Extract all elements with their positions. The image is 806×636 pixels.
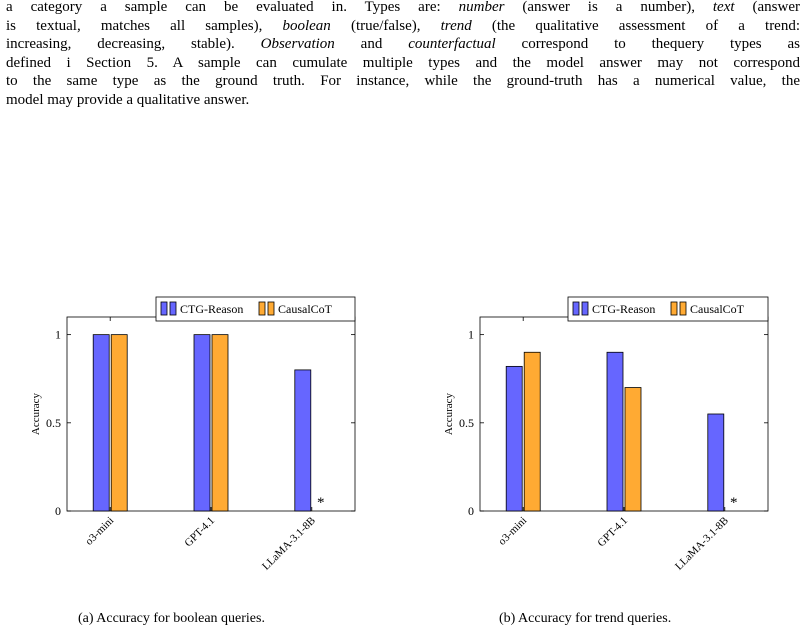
- paragraph-line: to the same type as the ground truth. Fo…: [6, 72, 800, 91]
- text-run: (the qualitative assessment of a trend:: [471, 17, 801, 34]
- paragraph-line: model may provide a qualitative answer.: [6, 91, 800, 110]
- paragraph-line: a category a sample can be evaluated in.…: [6, 0, 800, 17]
- body-paragraph: a category a sample can be evaluated in.…: [6, 0, 800, 110]
- legend: CTG-Reason CausalCoT: [155, 296, 356, 322]
- text-run: a category a sample can be evaluated in.…: [6, 0, 459, 15]
- italic-term: Observation: [260, 36, 335, 53]
- bar-ctg-reason: [294, 369, 312, 512]
- text-run: (true/false),: [330, 17, 441, 34]
- text-run: to the same type as the ground truth. Fo…: [6, 73, 800, 90]
- caption-trend: (b) Accuracy for trend queries.: [499, 611, 672, 626]
- y-axis-label: Accuracy: [443, 392, 455, 435]
- italic-term: number: [458, 0, 505, 15]
- italic-term: text: [712, 0, 735, 15]
- y-tick-label: 1: [468, 328, 474, 342]
- legend-box: [155, 296, 356, 322]
- legend-label: CausalCoT: [690, 302, 745, 316]
- italic-term: boolean: [282, 17, 331, 34]
- paragraph-line: is textual, matches all samples), boolea…: [6, 17, 800, 36]
- plot-frame: [479, 316, 769, 512]
- y-axis-label: Accuracy: [30, 392, 42, 435]
- legend: CTG-Reason CausalCoT: [567, 296, 769, 322]
- missing-value-asterisk: *: [317, 495, 325, 511]
- legend-swatch: [267, 301, 275, 316]
- x-tick-label: GPT-4.1: [595, 515, 630, 550]
- text-run: (answer: [734, 0, 800, 15]
- x-tick-label: o3-mini: [496, 515, 529, 548]
- text-run: model may provide a qualitative answer.: [6, 91, 250, 108]
- text-run: defined i Section 5. A sample can cumula…: [6, 54, 800, 71]
- y-tick-label: 0.5: [459, 416, 474, 430]
- text-run: (answer is a number),: [504, 0, 713, 15]
- legend-swatch: [160, 301, 168, 316]
- caption-boolean: (a) Accuracy for boolean queries.: [78, 611, 265, 626]
- y-tick-label: 0: [55, 504, 61, 518]
- x-tick-label: LLaMA-3.1-8B: [673, 515, 731, 573]
- bar-ctg-reason: [505, 365, 523, 512]
- legend-label: CTG-Reason: [180, 302, 243, 316]
- italic-term: counterfactual: [408, 36, 496, 53]
- bar-ctg-reason: [707, 413, 725, 512]
- legend-label: CTG-Reason: [592, 302, 655, 316]
- bar-causal-cot: [523, 351, 541, 512]
- legend-swatch: [581, 301, 589, 316]
- legend-swatch: [258, 301, 266, 316]
- text-run: is textual, matches all samples),: [6, 17, 283, 34]
- text-run: correspond to thequery types as: [495, 36, 800, 53]
- text-run: increasing, decreasing, stable).: [6, 36, 261, 53]
- bar-causal-cot: [110, 334, 128, 512]
- italic-term: trend: [440, 17, 472, 34]
- legend-swatch: [670, 301, 678, 316]
- bar-causal-cot: [624, 387, 642, 512]
- legend-label: CausalCoT: [278, 302, 333, 316]
- legend-swatch: [169, 301, 177, 316]
- y-tick-label: 0.5: [46, 416, 61, 430]
- legend-box: [567, 296, 769, 322]
- bar-ctg-reason: [193, 334, 211, 512]
- text-run: and: [334, 36, 409, 53]
- bar-causal-cot: [211, 334, 229, 512]
- y-tick-label: 1: [55, 328, 61, 342]
- paragraph-line: defined i Section 5. A sample can cumula…: [6, 54, 800, 73]
- legend-swatch: [572, 301, 580, 316]
- bar-ctg-reason: [92, 334, 110, 512]
- bar-ctg-reason: [606, 351, 624, 512]
- legend-swatch: [679, 301, 687, 316]
- missing-value-asterisk: *: [730, 495, 738, 511]
- paragraph-line: increasing, decreasing, stable). Observa…: [6, 35, 800, 54]
- y-tick-label: 0: [468, 504, 474, 518]
